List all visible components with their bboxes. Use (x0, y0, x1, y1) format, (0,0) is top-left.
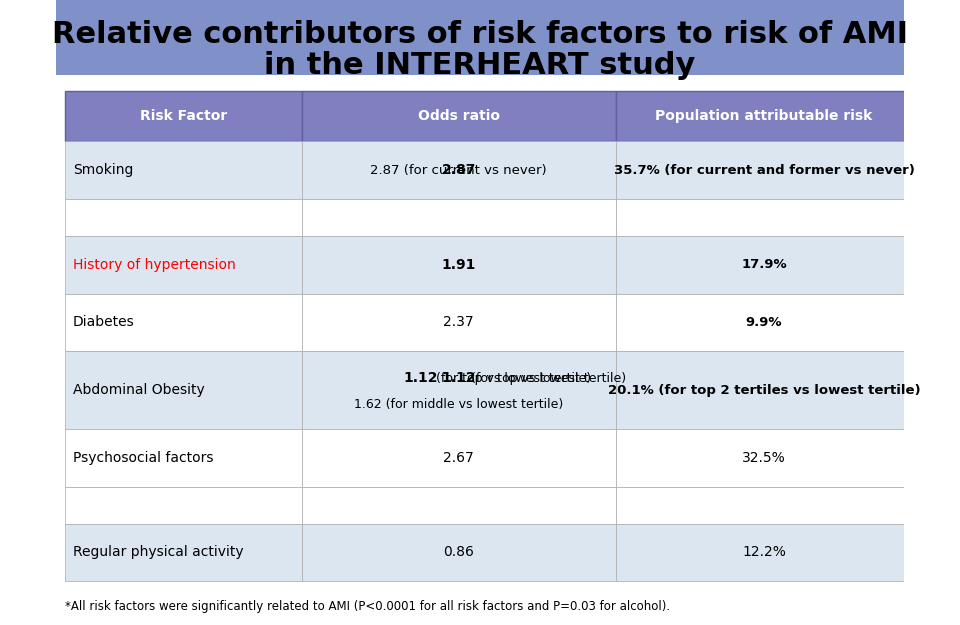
FancyBboxPatch shape (302, 91, 615, 141)
FancyBboxPatch shape (64, 351, 302, 429)
FancyBboxPatch shape (615, 294, 912, 351)
Text: 2.87: 2.87 (442, 163, 476, 177)
FancyBboxPatch shape (615, 141, 912, 199)
Text: 1.12: 1.12 (442, 371, 476, 386)
Text: 0.86: 0.86 (444, 546, 474, 559)
FancyBboxPatch shape (64, 236, 302, 294)
Text: Regular physical activity: Regular physical activity (73, 546, 244, 559)
FancyBboxPatch shape (615, 236, 912, 294)
Text: *All risk factors were significantly related to AMI (P<0.0001 for all risk facto: *All risk factors were significantly rel… (64, 600, 670, 612)
FancyBboxPatch shape (64, 524, 302, 581)
FancyBboxPatch shape (615, 199, 912, 236)
Text: Abdominal Obesity: Abdominal Obesity (73, 383, 204, 397)
Text: Psychosocial factors: Psychosocial factors (73, 451, 213, 465)
Text: 20.1% (for top 2 tertiles vs lowest tertile): 20.1% (for top 2 tertiles vs lowest tert… (608, 384, 921, 397)
Text: Odds ratio: Odds ratio (418, 109, 500, 123)
FancyBboxPatch shape (302, 351, 615, 429)
FancyBboxPatch shape (615, 91, 912, 141)
Text: 1.62 (for middle vs lowest tertile): 1.62 (for middle vs lowest tertile) (354, 398, 564, 411)
Text: 2.87 (for current vs never): 2.87 (for current vs never) (372, 163, 555, 177)
Text: (for top vs lowest tertile): (for top vs lowest tertile) (468, 372, 627, 385)
FancyBboxPatch shape (64, 294, 302, 351)
Text: 1.12: 1.12 (404, 371, 438, 386)
Text: Diabetes: Diabetes (73, 316, 134, 329)
Text: History of hypertension: History of hypertension (73, 258, 236, 272)
FancyBboxPatch shape (302, 524, 615, 581)
Text: Risk Factor: Risk Factor (139, 109, 227, 123)
Text: Population attributable risk: Population attributable risk (656, 109, 873, 123)
FancyBboxPatch shape (302, 429, 615, 486)
FancyBboxPatch shape (64, 199, 302, 236)
FancyBboxPatch shape (615, 351, 912, 429)
FancyBboxPatch shape (56, 0, 904, 75)
Text: Relative contributors of risk factors to risk of AMI: Relative contributors of risk factors to… (52, 20, 908, 49)
Text: 9.9%: 9.9% (746, 316, 782, 329)
Text: in the INTERHEART study: in the INTERHEART study (264, 51, 696, 80)
FancyBboxPatch shape (302, 236, 615, 294)
Text: Smoking: Smoking (73, 163, 133, 177)
Text: 2.87 (for current vs never): 2.87 (for current vs never) (371, 164, 547, 177)
Text: 1.91: 1.91 (442, 258, 476, 272)
Text: 12.2%: 12.2% (742, 546, 786, 559)
FancyBboxPatch shape (615, 486, 912, 524)
FancyBboxPatch shape (64, 91, 302, 141)
Text: 17.9%: 17.9% (741, 258, 787, 271)
Text: 32.5%: 32.5% (742, 451, 786, 465)
Text: 2.67: 2.67 (444, 451, 474, 465)
FancyBboxPatch shape (302, 486, 615, 524)
FancyBboxPatch shape (64, 486, 302, 524)
Text: (for top vs lowest tertile): (for top vs lowest tertile) (432, 372, 590, 385)
FancyBboxPatch shape (302, 199, 615, 236)
Text: 35.7% (for current and former vs never): 35.7% (for current and former vs never) (613, 164, 915, 177)
FancyBboxPatch shape (615, 429, 912, 486)
FancyBboxPatch shape (302, 294, 615, 351)
FancyBboxPatch shape (64, 429, 302, 486)
FancyBboxPatch shape (615, 524, 912, 581)
Text: 2.37: 2.37 (444, 316, 474, 329)
FancyBboxPatch shape (302, 141, 615, 199)
FancyBboxPatch shape (64, 141, 302, 199)
